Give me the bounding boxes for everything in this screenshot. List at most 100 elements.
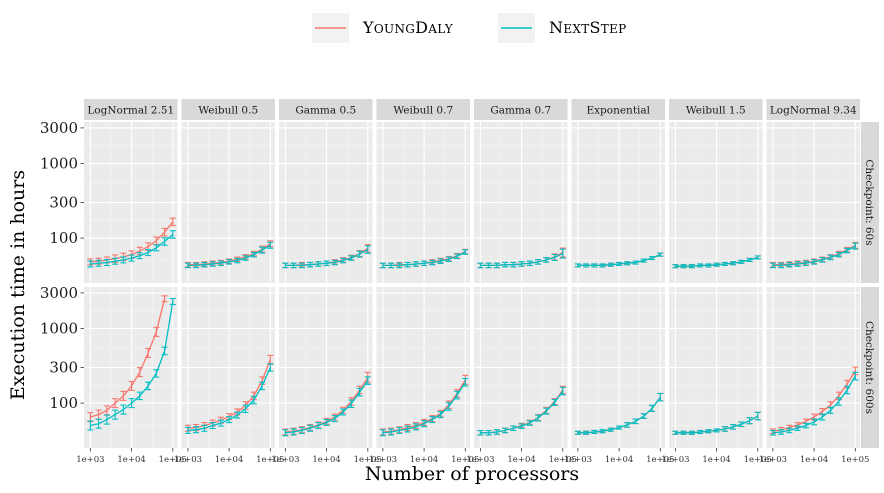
x-tick-label: 1e+03 bbox=[466, 455, 494, 465]
x-tick-label: 1e+04 bbox=[117, 455, 145, 465]
error-bar bbox=[485, 429, 492, 436]
error-bar bbox=[209, 422, 216, 430]
error-bar bbox=[169, 230, 176, 239]
error-bar bbox=[396, 426, 403, 434]
error-bar bbox=[485, 262, 492, 269]
x-tick-label: 1e+03 bbox=[271, 455, 299, 465]
error-bar bbox=[412, 261, 419, 267]
y-tick-label: 3000 bbox=[40, 119, 78, 137]
panel bbox=[474, 287, 568, 448]
error-bar bbox=[323, 260, 330, 267]
error-bar bbox=[778, 262, 785, 269]
series-nextstep bbox=[672, 411, 761, 435]
error-bar bbox=[510, 425, 517, 432]
error-bar bbox=[607, 262, 614, 267]
y-tick-label: 100 bbox=[49, 394, 78, 412]
series-nextstep bbox=[87, 230, 176, 268]
panel bbox=[181, 287, 275, 448]
legend: YOUNGDALY NEXTSTEP bbox=[312, 13, 627, 43]
error-bar bbox=[226, 259, 233, 265]
error-bar bbox=[697, 429, 704, 435]
error-bar bbox=[112, 257, 119, 265]
error-bar bbox=[493, 429, 500, 435]
error-bar bbox=[738, 259, 745, 264]
error-bar bbox=[193, 262, 200, 269]
error-bar bbox=[721, 426, 728, 432]
error-bar bbox=[680, 264, 687, 269]
column-strip: Weibull 0.7 bbox=[376, 99, 470, 120]
error-bar bbox=[234, 257, 241, 264]
error-bar bbox=[315, 261, 322, 267]
legend-item-nextstep: NEXTSTEP bbox=[498, 13, 627, 43]
error-bar bbox=[136, 252, 143, 260]
row-strip: Checkpoint: 60s bbox=[861, 122, 879, 283]
error-bar bbox=[649, 404, 656, 412]
y-tick-label: 300 bbox=[49, 359, 78, 377]
series-nextstep bbox=[574, 252, 664, 268]
error-bar bbox=[348, 255, 355, 261]
series-nextstep bbox=[184, 241, 274, 269]
error-bar bbox=[145, 249, 152, 257]
error-bar bbox=[259, 381, 266, 391]
x-tick-label: 1e+05 bbox=[549, 455, 577, 465]
error-bar bbox=[754, 411, 761, 421]
error-bar bbox=[680, 430, 687, 435]
error-bar bbox=[103, 259, 110, 267]
x-tick-label: 1e+04 bbox=[215, 455, 243, 465]
panels bbox=[84, 122, 860, 448]
error-bar bbox=[259, 246, 266, 254]
error-bar bbox=[591, 263, 598, 268]
legend-label: YOUNGDALY bbox=[362, 18, 454, 37]
error-bar bbox=[802, 422, 809, 429]
x-tick-label: 1e+05 bbox=[354, 455, 382, 465]
error-bar bbox=[738, 421, 745, 428]
error-bar bbox=[388, 428, 395, 436]
error-bar bbox=[161, 237, 168, 246]
error-bar bbox=[120, 256, 127, 264]
error-bar bbox=[250, 251, 257, 258]
error-bar bbox=[95, 259, 102, 267]
legend-label: NEXTSTEP bbox=[549, 18, 627, 37]
error-bar bbox=[454, 390, 461, 400]
error-bar bbox=[445, 256, 452, 263]
strip-background bbox=[861, 287, 879, 448]
x-tick-label: 1e+03 bbox=[564, 455, 592, 465]
x-tick-label: 1e+05 bbox=[451, 455, 479, 465]
panel bbox=[84, 287, 178, 448]
error-bar bbox=[364, 245, 371, 254]
error-bar bbox=[184, 426, 191, 434]
error-bar bbox=[746, 417, 753, 425]
error-bar bbox=[688, 430, 695, 435]
strip-background bbox=[279, 99, 373, 120]
panel bbox=[279, 122, 373, 283]
error-bar bbox=[835, 251, 842, 258]
error-bar bbox=[794, 425, 801, 432]
error-bar bbox=[112, 398, 119, 409]
error-bar bbox=[526, 420, 533, 426]
x-tick-label: 1e+04 bbox=[800, 455, 828, 465]
error-bar bbox=[819, 257, 826, 263]
error-bar bbox=[819, 413, 826, 421]
error-bar bbox=[778, 429, 785, 435]
error-bar bbox=[657, 252, 664, 257]
error-bar bbox=[827, 254, 834, 261]
panel bbox=[571, 287, 665, 448]
error-bar bbox=[379, 429, 386, 437]
series-nextstep bbox=[87, 297, 176, 431]
error-bar bbox=[282, 262, 289, 269]
error-bar bbox=[298, 426, 305, 434]
error-bar bbox=[844, 247, 851, 254]
strip-background bbox=[181, 99, 275, 120]
error-bar bbox=[421, 420, 428, 428]
error-bar bbox=[852, 242, 859, 250]
panel bbox=[84, 122, 178, 283]
error-bar bbox=[462, 378, 469, 387]
column-strip: LogNormal 9.34 bbox=[766, 99, 860, 120]
error-bar bbox=[201, 424, 208, 432]
error-bar bbox=[811, 259, 818, 265]
error-bar bbox=[624, 422, 631, 428]
x-tick-label: 1e+03 bbox=[76, 455, 104, 465]
column-strips: LogNormal 2.51 Weibull 0.5 Gamma 0.5 Weibul… bbox=[84, 99, 860, 120]
column-strip-label: Weibull 1.5 bbox=[686, 105, 746, 117]
